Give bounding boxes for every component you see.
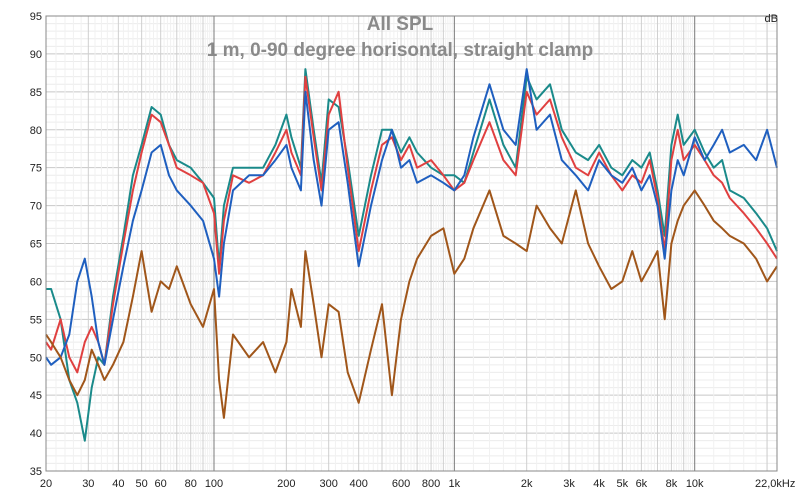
y-tick-label: 40 <box>30 428 42 440</box>
x-tick-label: 3k <box>563 478 575 490</box>
x-tick-label: 4k <box>593 478 605 490</box>
x-axis-ticks: 20 30 40 50 60 80 100 200 300 400 600 800 1k 2k 3k 4k 5k… <box>40 478 704 490</box>
y-tick-label: 70 <box>30 201 42 213</box>
x-tick-label: 200 <box>277 478 295 490</box>
x-tick-label: 6k <box>636 478 648 490</box>
y-tick-label: 85 <box>30 87 42 99</box>
x-tick-label: 400 <box>350 478 368 490</box>
x-tick-label: 800 <box>422 478 440 490</box>
y-axis-ticks: 35 40 45 50 55 60 65 70 75 80 85 90 95 <box>30 11 42 478</box>
series-layer <box>45 68 778 442</box>
x-tick-label: 8k <box>666 478 678 490</box>
y-tick-label: 75 <box>30 163 42 175</box>
y-tick-label: 60 <box>30 276 42 288</box>
plot-frame <box>45 15 778 472</box>
y-axis-unit-label: dB <box>765 13 778 25</box>
x-tick-label: 600 <box>392 478 410 490</box>
x-axis-end-label: 22,0kHz <box>755 478 795 490</box>
series-line-2 <box>45 75 778 374</box>
chart-title: All SPL <box>367 14 434 35</box>
x-tick-label: 5k <box>617 478 629 490</box>
grid-lines <box>45 15 778 472</box>
chart-subtitle: 1 m, 0-90 degree horisontal, straight cl… <box>207 40 593 61</box>
series-line-4 <box>45 189 778 419</box>
x-tick-label: 60 <box>155 478 167 490</box>
x-tick-label: 30 <box>82 478 94 490</box>
series-line-1 <box>46 68 778 442</box>
x-tick-label: 50 <box>136 478 148 490</box>
x-tick-label: 20 <box>40 478 52 490</box>
y-tick-label: 35 <box>30 466 42 478</box>
y-tick-label: 65 <box>30 239 42 251</box>
x-tick-label: 2k <box>521 478 533 490</box>
x-tick-label: 100 <box>205 478 223 490</box>
x-tick-label: 300 <box>319 478 337 490</box>
y-tick-label: 95 <box>30 11 42 23</box>
series-line-3 <box>45 68 778 366</box>
x-tick-label: 10k <box>686 478 704 490</box>
y-tick-label: 80 <box>30 125 42 137</box>
y-tick-label: 55 <box>30 314 42 326</box>
x-tick-label: 1k <box>449 478 461 490</box>
y-tick-label: 50 <box>30 352 42 364</box>
x-tick-label: 40 <box>112 478 124 490</box>
y-tick-label: 45 <box>30 390 42 402</box>
x-tick-label: 80 <box>185 478 197 490</box>
y-tick-label: 90 <box>30 49 42 61</box>
